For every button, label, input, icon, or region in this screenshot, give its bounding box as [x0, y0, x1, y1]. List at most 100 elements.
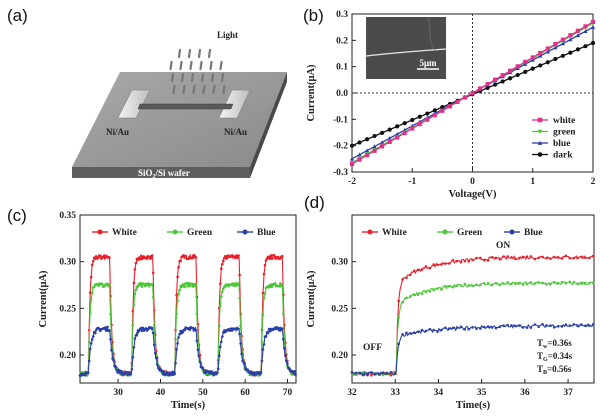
- data-point: [191, 256, 195, 260]
- data-point: [191, 285, 195, 288]
- data-point: [506, 255, 509, 258]
- data-point: [173, 372, 176, 376]
- data-point: [451, 258, 455, 262]
- data-point: [564, 254, 568, 258]
- data-point: [269, 254, 273, 257]
- y-tick-label: 0.20: [59, 351, 76, 361]
- iv-chart: -2 -1 0 1 2 -0.3 -0.2 -0.1 0.0 0.1 0.2 0.3 Voltage(V…: [306, 10, 596, 200]
- data-point: [178, 288, 181, 292]
- data-point: [261, 291, 265, 295]
- data-point: [549, 257, 552, 260]
- data-point: [109, 312, 112, 316]
- data-point: [154, 356, 158, 360]
- data-point: [151, 331, 155, 335]
- data-point: [494, 256, 498, 260]
- data-point: [541, 323, 544, 326]
- data-point: [294, 372, 297, 376]
- legend-label-blue: blue: [553, 139, 570, 149]
- data-point: [515, 72, 520, 78]
- x-tick-label: 70: [283, 388, 293, 398]
- data-point: [93, 331, 97, 335]
- data-point: [283, 347, 286, 350]
- data-point: [590, 40, 596, 46]
- data-point: [221, 290, 224, 294]
- data-point: [358, 372, 362, 375]
- data-point: [178, 332, 181, 336]
- data-point: [409, 295, 412, 298]
- data-point: [177, 292, 180, 296]
- data-point: [572, 256, 575, 260]
- data-point: [560, 280, 564, 284]
- data-point: [238, 273, 241, 277]
- data-point: [86, 371, 90, 375]
- data-point: [161, 369, 164, 373]
- substrate-front: [72, 167, 250, 178]
- data-point: [263, 263, 267, 267]
- data-point: [290, 372, 293, 376]
- data-point: [266, 331, 270, 335]
- data-point: [132, 303, 136, 306]
- x-axis-label: Voltage(V): [448, 189, 497, 200]
- response-time-subscript: G: [543, 357, 548, 363]
- data-point: [560, 41, 565, 46]
- data-point: [459, 325, 463, 329]
- data-point: [259, 370, 263, 374]
- substrate-label: SiO2/Si wafer: [138, 168, 190, 180]
- data-point: [500, 79, 505, 84]
- data-point: [401, 300, 404, 304]
- data-point: [268, 283, 272, 287]
- data-point: [482, 282, 486, 285]
- y-axis-label: Current(μA): [38, 270, 49, 328]
- data-point: [416, 330, 420, 334]
- data-point: [425, 111, 430, 116]
- legend-marker: [537, 129, 543, 134]
- plot-frame: [79, 214, 297, 384]
- surface-crack: [427, 16, 436, 51]
- light-arrow: [187, 48, 192, 59]
- legend-label-white: White: [112, 228, 137, 238]
- response-time-G: TG=0.34s: [537, 351, 573, 363]
- data-point: [490, 283, 494, 287]
- data-point: [459, 260, 463, 264]
- data-point: [560, 257, 564, 260]
- data-point: [405, 276, 408, 280]
- data-point: [428, 266, 432, 270]
- data-point: [537, 325, 540, 329]
- series-white: [349, 19, 596, 167]
- data-point: [451, 285, 455, 289]
- substrate-side: [250, 72, 287, 178]
- data-point: [440, 328, 443, 332]
- data-point: [576, 324, 579, 328]
- data-point: [380, 140, 385, 145]
- response-time-subscript: B: [543, 370, 547, 376]
- data-point: [389, 370, 393, 374]
- data-point: [381, 371, 385, 375]
- data-point: [152, 324, 156, 327]
- data-point: [584, 256, 587, 260]
- data-point: [280, 254, 284, 258]
- data-point: [508, 76, 513, 81]
- light-arrow: [202, 84, 206, 95]
- data-point: [402, 121, 407, 126]
- data-point: [224, 285, 227, 288]
- data-point: [409, 273, 412, 277]
- on-label: ON: [496, 241, 510, 251]
- data-point: [538, 50, 543, 56]
- legend-label-green: Green: [187, 228, 213, 238]
- y-tick-label: -0.1: [333, 115, 348, 125]
- data-point: [568, 50, 573, 55]
- data-point: [405, 296, 408, 300]
- data-point: [179, 259, 182, 263]
- data-point: [560, 53, 565, 58]
- data-point: [395, 124, 400, 129]
- legend-marker: [442, 229, 448, 235]
- data-point: [572, 323, 575, 326]
- data-point: [545, 283, 548, 286]
- data-point: [529, 326, 533, 329]
- data-point: [175, 312, 178, 315]
- y-tick-label: 0.0: [336, 89, 348, 99]
- data-point: [591, 254, 595, 258]
- data-point: [420, 268, 424, 271]
- data-point: [575, 47, 581, 52]
